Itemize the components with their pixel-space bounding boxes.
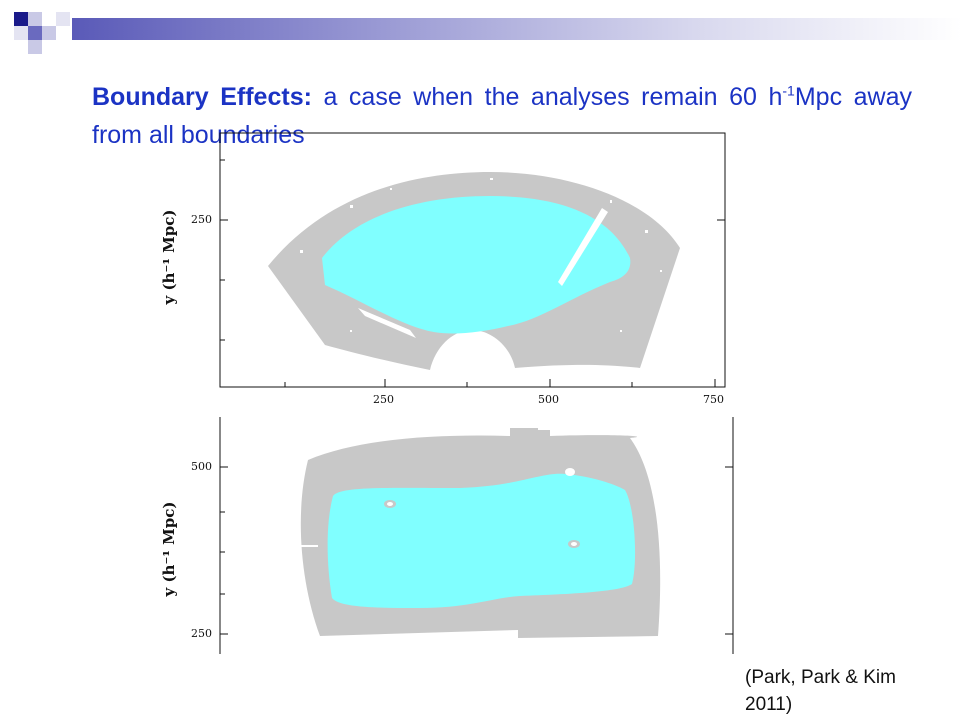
- survey-gap-left: [358, 308, 416, 338]
- analysis-region-bottom: [327, 473, 636, 608]
- bottom-y-tick-250: 250: [191, 627, 212, 640]
- survey-holes-top: [300, 178, 662, 346]
- bottom-y-tick-500: 500: [191, 460, 212, 473]
- top-plot-figure: [219, 132, 726, 388]
- top-x-tick-250: 250: [373, 393, 394, 406]
- citation-text: (Park, Park & Kim 2011): [745, 667, 896, 715]
- title-text-1: a case when the analyses remain 60 h: [311, 83, 783, 111]
- title-superscript: -1: [782, 82, 795, 99]
- slide-title: Boundary Effects: a case when the analys…: [92, 78, 912, 154]
- header-bar: [72, 18, 960, 40]
- top-y-tick-250: 250: [191, 213, 212, 226]
- top-x-tick-500: 500: [538, 393, 559, 406]
- top-plot-frame: [219, 132, 726, 388]
- survey-hole-3: [565, 468, 575, 476]
- bottom-plot-figure: [219, 417, 734, 654]
- analysis-region-top: [322, 196, 631, 334]
- survey-gap-right: [558, 208, 608, 286]
- top-x-tick-750: 750: [703, 393, 724, 406]
- title-bold: Boundary Effects:: [92, 83, 312, 111]
- bottom-y-axis-label: y (h⁻¹ Mpc): [160, 501, 178, 597]
- top-y-axis-label: y (h⁻¹ Mpc): [160, 209, 178, 305]
- title-text-2: Mpc away from all boundaries: [92, 83, 912, 149]
